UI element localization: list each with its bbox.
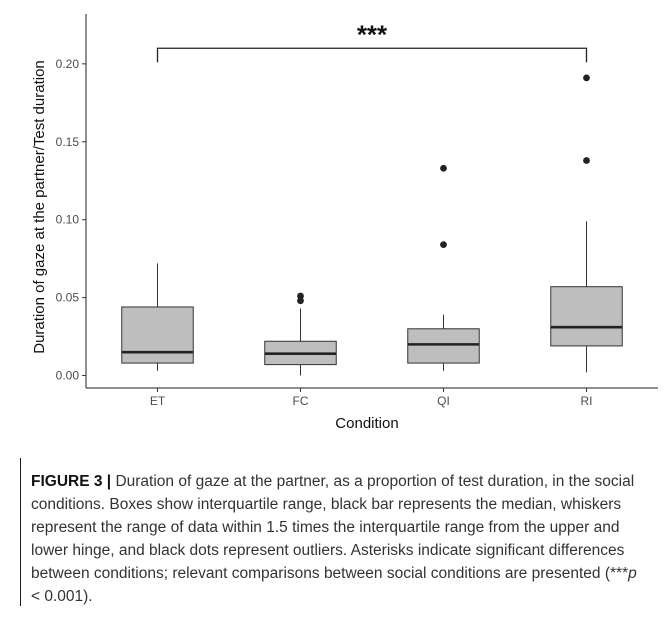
caption-text: Duration of gaze at the partner, as a pr… <box>31 473 635 582</box>
caption-p-symbol: p <box>628 565 637 582</box>
box-iqr <box>121 306 194 364</box>
figure-caption: FIGURE 3 | Duration of gaze at the partn… <box>20 458 648 606</box>
box-iqr <box>407 328 480 364</box>
box-qi <box>407 164 480 371</box>
outlier-dot <box>583 74 590 82</box>
significance-bracket <box>156 47 588 63</box>
outlier-dot <box>297 292 304 300</box>
significance-stars: *** <box>357 19 388 49</box>
y-tick-label: 0.00 <box>56 369 80 383</box>
x-tick-label: RI <box>581 394 593 408</box>
y-tick-label: 0.15 <box>56 135 80 149</box>
outlier-dot <box>583 157 590 164</box>
x-tick-label: FC <box>293 394 309 408</box>
outlier-dot <box>297 297 304 305</box>
box-plot-svg: 0.00 0.05 0.10 0.15 0.20 ET FC QI RI *** Duratio… <box>31 14 658 432</box>
axes-group: 0.00 0.05 0.10 0.15 0.20 ET FC QI RI <box>56 14 658 408</box>
figure-label: FIGURE 3 | <box>31 473 112 490</box>
x-axis-title: Condition <box>335 415 398 432</box>
y-tick-label: 0.05 <box>56 291 80 305</box>
x-tick-label: ET <box>150 394 166 408</box>
box-ri <box>550 74 623 373</box>
x-tick-label: QI <box>437 394 450 408</box>
box-fc <box>264 292 337 376</box>
outlier-dot <box>440 241 447 249</box>
y-tick-label: 0.20 <box>56 57 80 71</box>
outlier-dot <box>440 164 447 172</box>
box-et <box>121 263 194 371</box>
y-axis-title: Duration of gaze at the partner/Test dur… <box>31 60 48 354</box>
significance-group: *** <box>156 19 588 63</box>
caption-p-stars: *** <box>610 565 629 582</box>
boxes-group <box>121 74 623 376</box>
caption-p-rest: < 0.001). <box>31 588 93 605</box>
box-iqr <box>550 286 623 347</box>
y-tick-label: 0.10 <box>56 213 80 227</box>
chart-area: 0.00 0.05 0.10 0.15 0.20 ET FC QI RI *** Duratio… <box>31 14 658 432</box>
